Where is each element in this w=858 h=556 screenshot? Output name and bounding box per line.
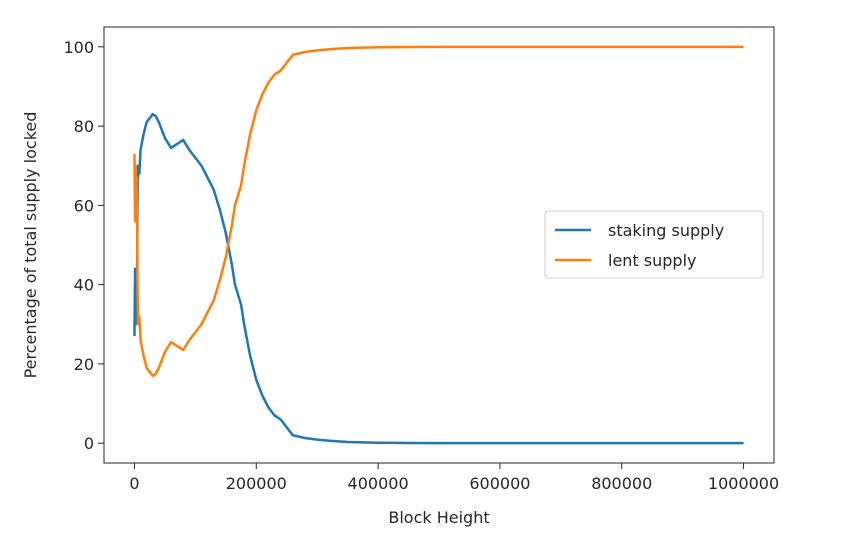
y-axis-label: Percentage of total supply locked — [21, 112, 40, 379]
plot-frame — [103, 26, 775, 464]
x-tick-label: 600000 — [469, 474, 530, 493]
y-tick-label: 0 — [84, 434, 94, 453]
y-tick-label: 80 — [74, 117, 94, 136]
x-axis-ticks: 0 200000 400000 600000 800000 1000000 — [129, 463, 779, 493]
x-tick-label: 800000 — [591, 474, 652, 493]
x-tick-label: 0 — [129, 474, 139, 493]
y-axis-ticks: 0 20 40 60 80 100 — [63, 38, 104, 453]
x-tick-label: 400000 — [348, 474, 409, 493]
legend-label-lent-supply: lent supply — [608, 251, 697, 270]
legend: staking supply lent supply — [544, 210, 764, 279]
x-axis-label: Block Height — [388, 508, 489, 527]
series-layer — [133, 45, 744, 445]
series-line-lent-supply — [133, 45, 744, 378]
series-line-staking-supply — [133, 112, 744, 445]
y-tick-label: 60 — [74, 196, 94, 215]
y-tick-label: 40 — [74, 276, 94, 295]
y-tick-label: 100 — [63, 38, 94, 57]
legend-label-staking-supply: staking supply — [608, 221, 724, 240]
x-tick-label: 200000 — [226, 474, 287, 493]
y-tick-label: 20 — [74, 355, 94, 374]
legend-box — [544, 210, 764, 279]
x-tick-label: 1000000 — [708, 474, 779, 493]
